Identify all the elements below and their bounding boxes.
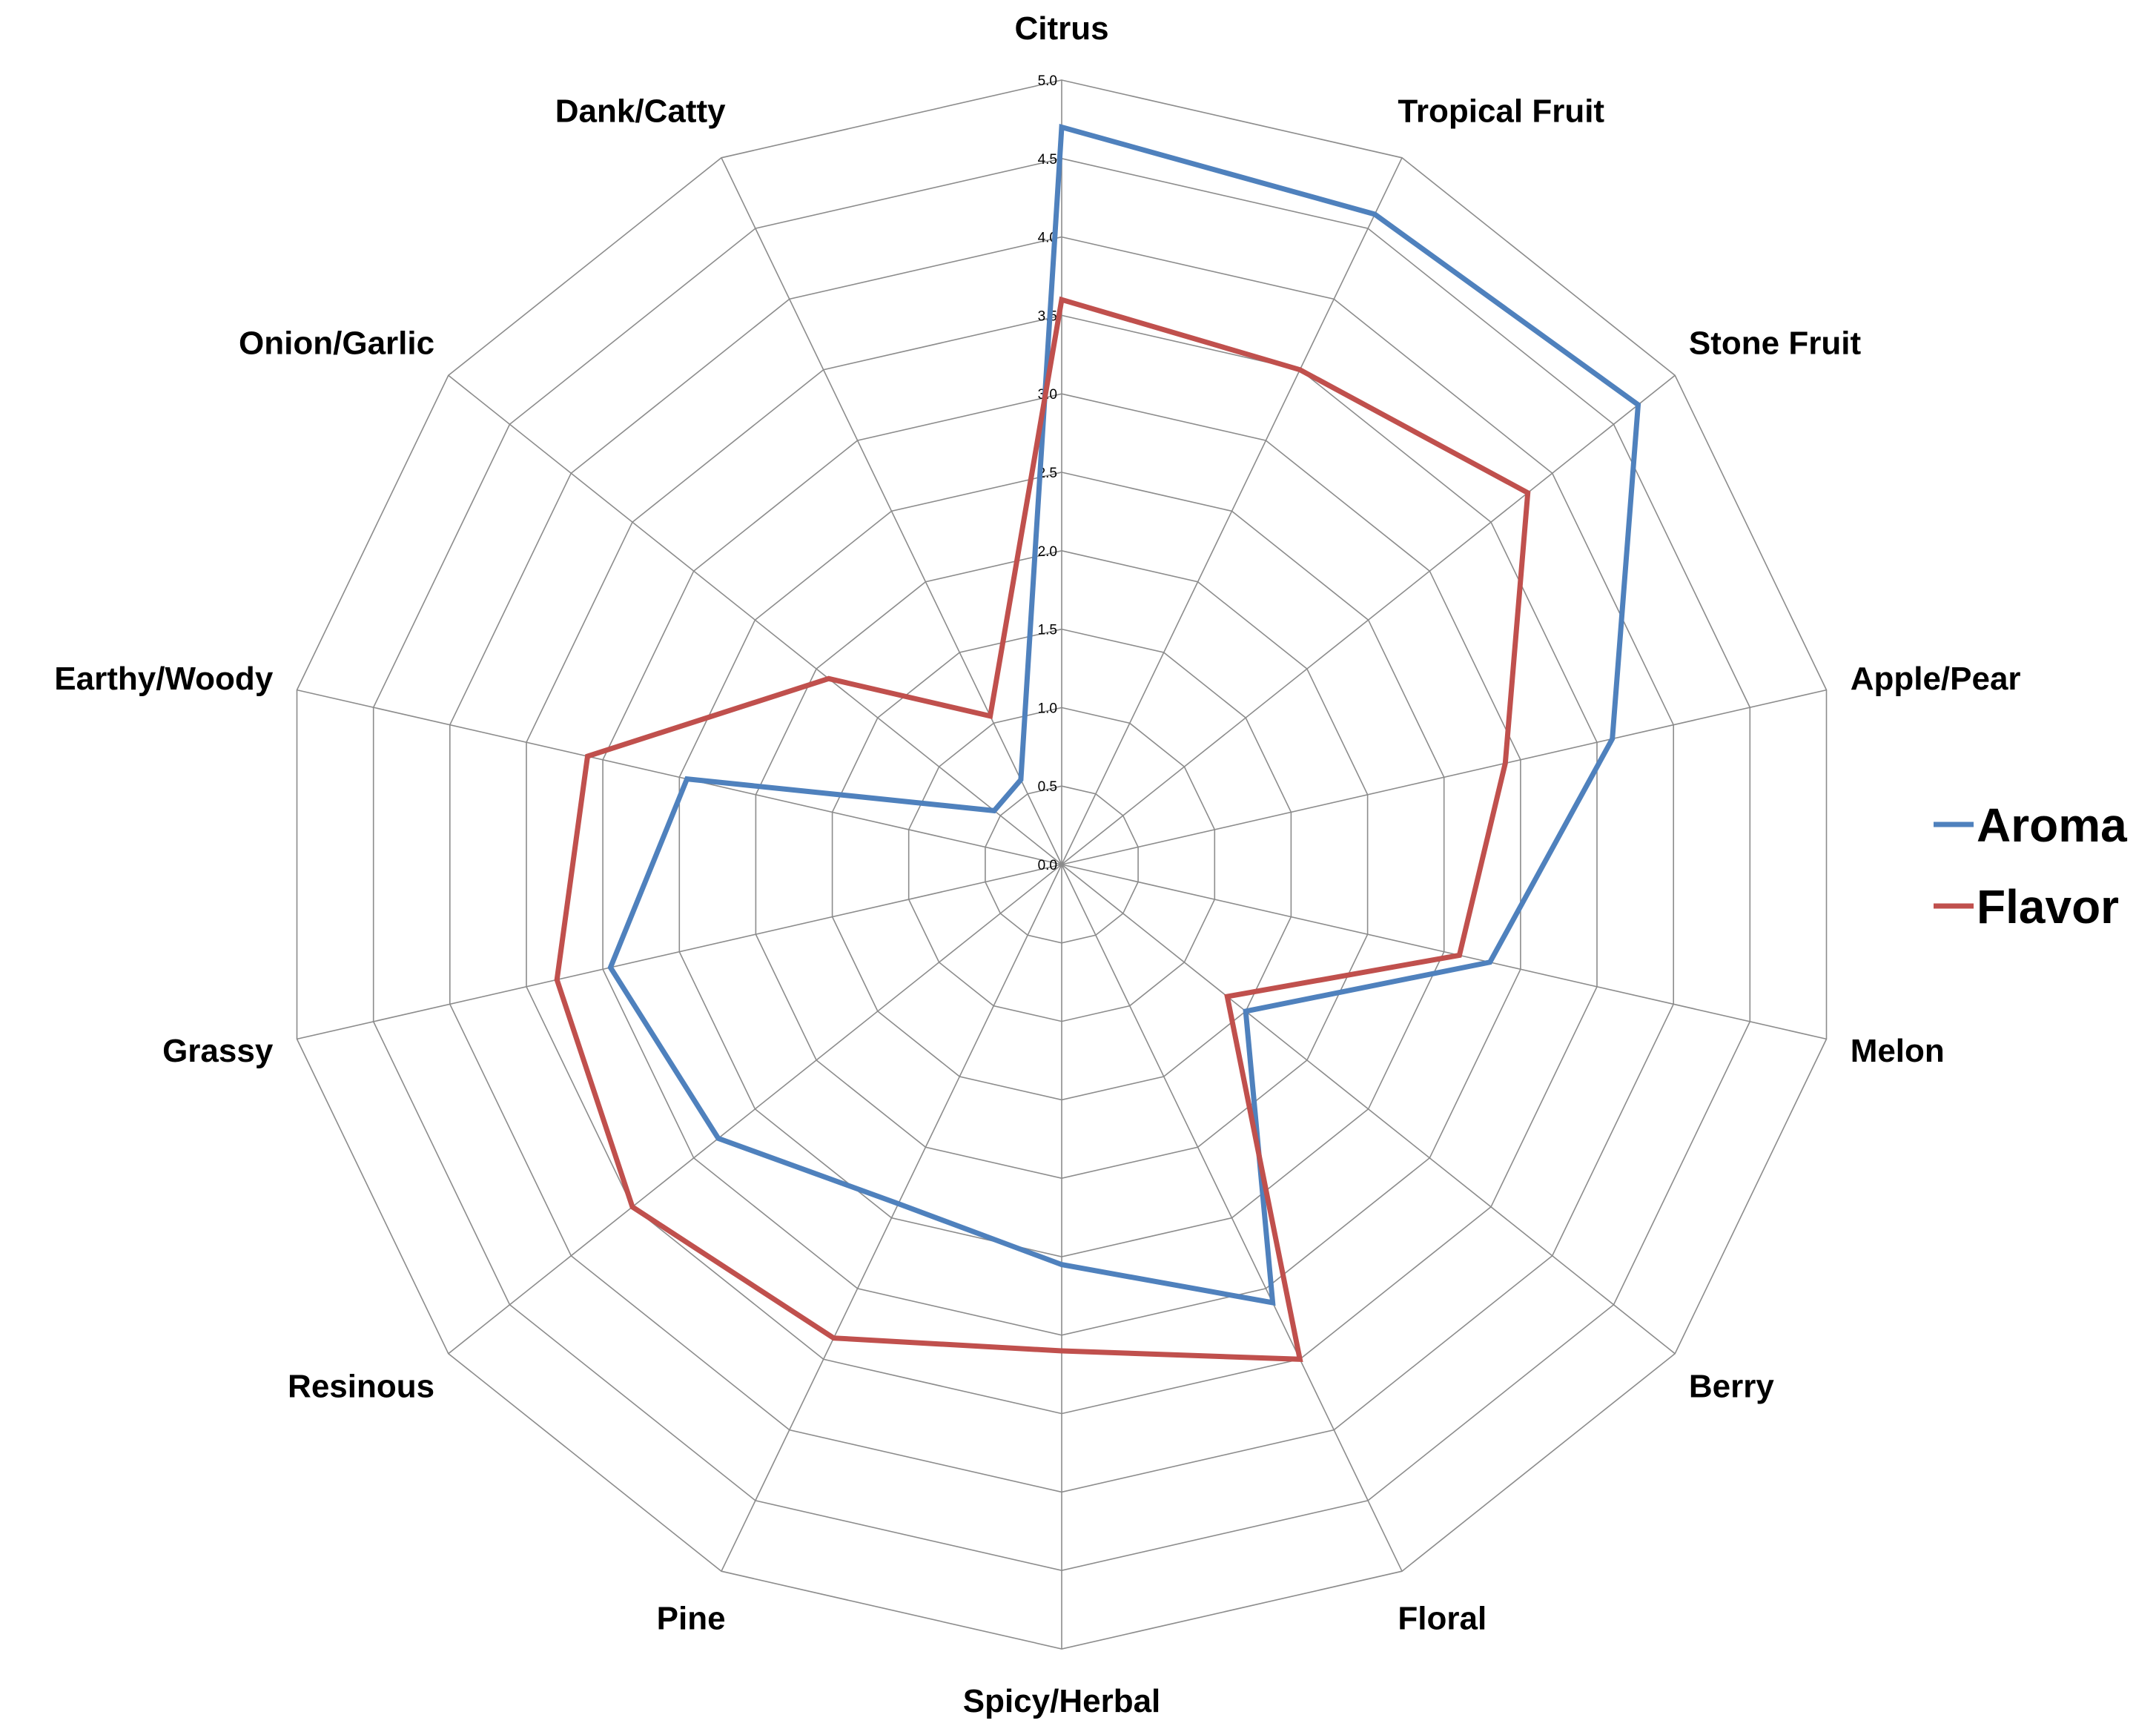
grid-spoke <box>448 864 1062 1355</box>
category-label: Citrus <box>1014 10 1108 47</box>
grid-spoke <box>1061 157 1403 865</box>
data-series <box>554 123 1641 1362</box>
tick-label: 2.0 <box>1038 544 1057 560</box>
grid-spoke <box>1061 864 1403 1572</box>
category-label: Berry <box>1689 1368 1774 1404</box>
tick-label: 5.0 <box>1038 73 1057 89</box>
category-label: Spicy/Herbal <box>963 1683 1161 1719</box>
grid-spoke <box>721 864 1062 1572</box>
category-label: Floral <box>1398 1600 1487 1636</box>
grid-spoke <box>721 157 1062 865</box>
series-flavor <box>554 296 1531 1362</box>
legend-label-aroma: Aroma <box>1977 799 2127 852</box>
grid-spoke <box>1061 864 1827 1040</box>
category-label: Onion/Garlic <box>239 325 434 362</box>
category-label: Dank/Catty <box>555 93 726 130</box>
category-label: Melon <box>1851 1033 1945 1069</box>
category-label: Pine <box>657 1600 726 1636</box>
category-label: Apple/Pear <box>1851 661 2021 697</box>
grid-spoke <box>1061 864 1676 1355</box>
category-label: Resinous <box>288 1368 434 1404</box>
category-label: Grassy <box>162 1033 274 1069</box>
category-label: Tropical Fruit <box>1398 93 1604 130</box>
legend-item-flavor: Flavor <box>1934 880 2119 933</box>
tick-label: 0.0 <box>1038 858 1057 873</box>
tick-label: 0.5 <box>1038 779 1057 795</box>
radar-grid <box>296 79 1828 1650</box>
tick-label: 1.5 <box>1038 623 1057 638</box>
legend-item-aroma: Aroma <box>1934 799 2127 852</box>
grid-spoke <box>297 864 1062 1040</box>
series-aroma <box>607 123 1641 1306</box>
grid-spoke <box>1061 374 1676 865</box>
category-label: Stone Fruit <box>1689 325 1862 362</box>
grid-spoke <box>297 689 1062 865</box>
legend-label-flavor: Flavor <box>1977 880 2119 933</box>
legend: Aroma Flavor <box>1934 799 2127 933</box>
tick-label: 4.5 <box>1038 152 1057 168</box>
tick-label: 1.0 <box>1038 701 1057 716</box>
category-label: Earthy/Woody <box>54 661 274 697</box>
grid-spoke <box>1061 689 1827 865</box>
grid-spoke <box>448 374 1062 865</box>
category-labels: Citrus Tropical Fruit Stone Fruit Apple/Pea… <box>54 10 2020 1719</box>
